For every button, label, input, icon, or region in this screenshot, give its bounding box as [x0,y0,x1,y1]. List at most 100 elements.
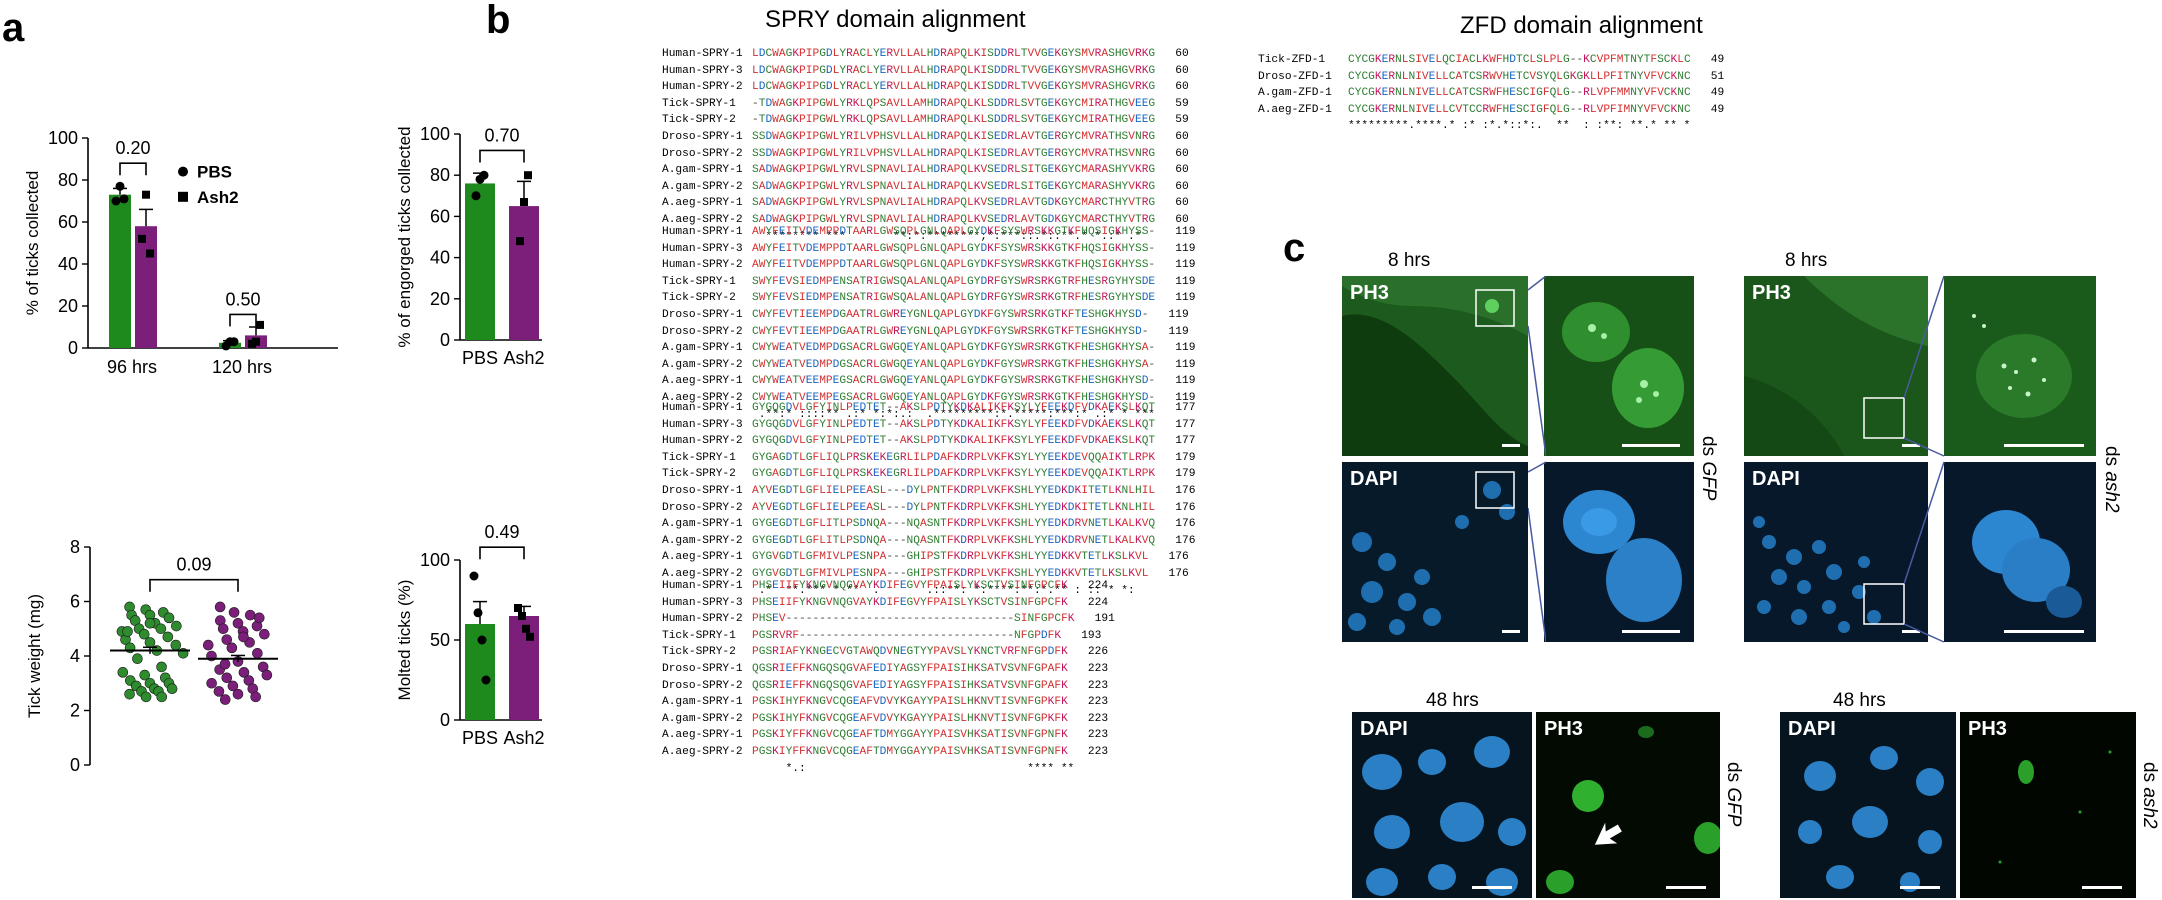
sequence-name: Tick-SPRY-1 [662,451,736,464]
alignment-row: Tick-SPRY-1 SWYFEVSIEDMPENSATRIGWSQALANLQ… [662,274,1195,291]
sequence-residues: LDCWAGKPIPGDLYRACLYERVLLALHDRAPQLKISDDRL… [752,64,1156,77]
molted-point [526,632,534,641]
tick-weight-y-tick-label: 6 [70,592,80,612]
sequence-residues: QGSRIEFFKNGQSQGVAFEDIYAGSYFPAISIHKSATVSV… [752,679,1068,692]
alignment-row: Human-SPRY-3 GYGQGDVLGFYINLPEDTET--AKSLPD… [662,417,1195,434]
sequence-residues: CYCGKERNLNIVELLCATCSRWFHESCIGFQLG--RLVPF… [1348,87,1691,100]
alignment-row: A.gam-SPRY-2 GYGEGDTLGFLITLPSDNQA---NQASN… [662,533,1195,550]
engorged-point [516,237,524,246]
sequence-end-position: 49 [1690,103,1725,116]
sequence-name: Human-SPRY-3 [662,242,743,255]
side-label-ds-ash2-48hrs: ds ash2 [2139,762,2160,829]
tick-weight-point [250,691,261,703]
tick-weight-point [171,620,182,632]
ticks-collected-x-tick-label: 120 hrs [212,357,272,377]
alignment-row: Tick-SPRY-2 SWYFEVSIEDMPENSATRIGWSQALANLQ… [662,290,1195,307]
zfd-alignment-block: Tick-ZFD-1 CYCGKERNLSIVELQCIACLKWFHDTCLSL… [1258,52,1724,135]
engorged-bar [465,183,495,340]
ticks-collected-point [111,196,121,206]
sequence-name: Human-SPRY-3 [662,596,743,609]
sequence-name: Tick-SPRY-1 [662,97,736,110]
sequence-end-position: 176 [1155,484,1196,497]
chart-engorged-ticks: 0 20 40 60 80 100 % of engorged ticks collecte… [395,124,545,368]
sequence-residues: CWYWEATVEEMPEGSACRLGWGQEYANLQAPLGYDKFGYS… [752,375,1156,388]
sequence-end-position: 223 [1067,662,1109,675]
label-ph3: PH3 [1752,282,1791,304]
tick-weight-point [132,653,143,665]
sequence-residues: CWYFEVTIEEMPDGAATRLGWREYGNLQAPLGYDKFGYSW… [752,325,1149,338]
molted-y-tick-label: 50 [430,630,450,650]
ticks-collected-y-tick-label: 80 [58,170,78,190]
sequence-name: A.aeg-SPRY-1 [662,551,743,564]
alignment-row: Droso-SPRY-2 QGSRIEFFKNGQSQGVAFEDIYAGSYFP… [662,678,1115,695]
sequence-end-position: 193 [1061,629,1102,642]
tick-weight-point [214,601,226,613]
sequence-end-position: 60 [1155,64,1189,77]
ticks-collected-p-value: 0.50 [225,289,260,309]
alignment-row: *********.****.* :* :*.*::*:. ** : :**: … [1258,118,1724,135]
alignment-row: A.gam-SPRY-2 SADWAGKPIPGWLYRVLSPNAVLIALHD… [662,179,1189,196]
sequence-name: A.gam-SPRY-1 [662,164,743,177]
sequence-residues: LDCWAGKPIPGDLYRACLYERVLLALHDRAPQLKISDDRL… [752,48,1156,60]
sequence-end-position: 223 [1067,729,1109,742]
scale-bar [1622,444,1680,447]
tick-weight-point [219,694,231,705]
sequence-end-position: 223 [1067,696,1109,709]
zoom-connector-lines-ash2 [1904,276,1945,643]
tick-weight-point [170,639,182,651]
tick-weight-point [166,683,178,694]
sequence-end-position: 119 [1155,342,1196,355]
sequence-end-position: 119 [1155,259,1196,272]
chart-ticks-collected: 0 20 40 60 80 100 % of ticks collected 96 hrs 12… [23,128,338,377]
sequence-name: A.gam-SPRY-2 [662,358,743,371]
alignment-row: Tick-SPRY-1 -TDWAGKPIPGWLYRKLQPSAVLLAMHDR… [662,96,1189,113]
ticks-collected-legend-marker [178,191,188,202]
label-dapi: DAPI [1360,718,1408,740]
sequence-name: Droso-SPRY-1 [662,484,743,497]
engorged-y-tick-label: 40 [430,248,450,268]
sequence-residues: LDCWAGKPIPGDLYRACLYERVLLALHDRAPQLKISDDRL… [752,81,1156,94]
micro-dapi-ash2-8hrs-zoom [1944,462,2096,642]
alignment-row: A.gam-ZFD-1 CYCGKERNLNIVELLCATCSRWFHESCIG… [1258,85,1724,102]
tick-weight-point [238,667,250,678]
tick-weight-point [140,691,152,703]
alignment-row: Human-SPRY-3 AWYFEITVDEMPPDTAARLGWSQPLGNL… [662,241,1195,258]
sequence-name: Droso-SPRY-2 [662,679,743,692]
tick-weight-point [155,623,167,635]
sequence-residues: *.: **** ** [752,762,1075,775]
alignment-row: Human-SPRY-2 LDCWAGKPIPGDLYRACLYERVLLALHD… [662,79,1189,96]
sequence-residues: CWYWEATVEDMPDGSACRLGWGQEYANLQAPLGYDKFGYS… [752,342,1156,355]
scale-bar [2004,630,2084,633]
tick-weight-point [227,680,239,692]
alignment-row: A.gam-SPRY-1 CWYWEATVEDMPDGSACRLGWGQEYANL… [662,340,1195,357]
engorged-point [479,170,489,180]
alignment-row: .**:* ::::** .:* *:*:.: .*********:*.***… [662,407,1195,424]
tick-weight-point [122,626,133,637]
engorged-point [524,171,532,180]
alignment-row: Droso-SPRY-2 AYVEGDTLGFLIELPEEASL---DYLPN… [662,500,1195,517]
sequence-residues: -TDWAGKPIPGWLYRKLQPSAVLLAMHDRAPQLKLSDDRL… [752,97,1156,110]
ticks-collected-p-value: 0.20 [115,138,150,158]
sequence-end-position: 60 [1155,130,1189,143]
alignment-row: A.gam-SPRY-2 PGSKIHYFKNGVCQGEAFVDVYKGAYYP… [662,711,1115,728]
micro-dapi-gfp-8hrs-zoom [1544,462,1694,642]
spry-alignment-block: Human-SPRY-1 LDCWAGKPIPGDLYRACLYERVLLALHD… [662,46,1189,245]
alignment-row: Tick-SPRY-2 PGSRIAFYKNGECVGTAWQDVNEGTYYPA… [662,644,1115,661]
sequence-name: A.gam-SPRY-1 [662,342,743,355]
alignment-row: A.gam-SPRY-2 CWYWEATVEDMPDGSACRLGWGQEYANL… [662,357,1195,374]
sequence-end-position: 60 [1155,180,1189,193]
sequence-residues: SADWAGKPIPGWLYRVLSPNAVLIALHDRAPQLKVSEDRL… [752,164,1156,177]
sequence-name: A.aeg-SPRY-2 [662,213,743,226]
alignment-row: A.aeg-ZFD-1 CYCGKERNLNIVELLCVTCCRWFHESCIG… [1258,102,1724,119]
tick-weight-point [217,623,229,635]
engorged-y-tick-label: 100 [420,124,450,144]
alignment-row: Human-SPRY-1 PHSEIIFYKNGVNQGVAYKDIFEGVYFP… [662,578,1115,595]
scale-bar [1502,444,1520,447]
panel-letter-a: a [2,6,25,50]
sequence-residues: PGSKIHYFKNGVCQGEAFVDVYKGAYYPAISLHKNVTISV… [752,696,1068,709]
sequence-end-position: 60 [1155,147,1189,160]
sequence-residues: AWYFEITVDEMPPDTAARLGWSQPLGNLQAPLGYDKFSYS… [752,259,1156,272]
sequence-end-position: 59 [1155,114,1189,127]
alignment-row: A.aeg-SPRY-1 SADWAGKPIPGWLYRVLSPNAVLIALHD… [662,195,1189,212]
sequence-residues: PHSEIIFYKNGVNQGVAYKDIFEGVYFPAISLYKSCTVSI… [752,596,1068,609]
